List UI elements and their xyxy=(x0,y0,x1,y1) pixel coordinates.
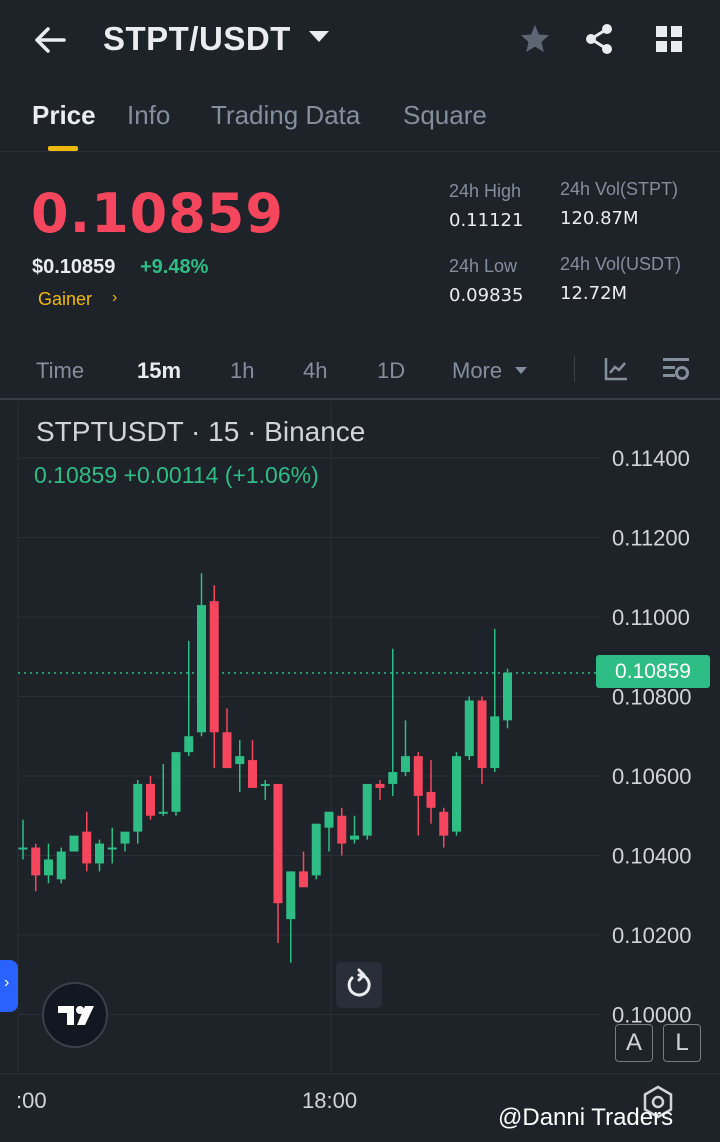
time-axis-label: 18:00 xyxy=(302,1088,358,1113)
star-icon[interactable] xyxy=(518,22,552,56)
candle-body xyxy=(248,760,257,788)
candle-body xyxy=(311,823,321,876)
interval-1d[interactable]: 1D xyxy=(377,358,406,383)
tab-info[interactable]: Info xyxy=(127,100,171,130)
candle-body xyxy=(69,835,79,852)
tab-bar: Price Info Trading Data Square xyxy=(0,92,720,152)
candle-body xyxy=(171,752,181,812)
last-price: 0.10859 xyxy=(31,182,284,245)
grid-icon[interactable] xyxy=(652,22,686,56)
candle-body xyxy=(477,700,487,769)
candle-body xyxy=(146,783,155,816)
candle-body xyxy=(56,851,66,880)
price-axis-label: 0.10200 xyxy=(612,923,692,948)
candle-body xyxy=(273,783,283,904)
stat-vol-base-value: 120.87M xyxy=(560,208,639,229)
auto-scale-button[interactable]: A xyxy=(615,1024,653,1062)
candle-body xyxy=(503,672,512,721)
more-dropdown-icon[interactable] xyxy=(515,367,527,374)
price-axis-label: 0.10400 xyxy=(612,844,692,869)
candle-body xyxy=(82,831,92,864)
tab-square[interactable]: Square xyxy=(403,100,487,130)
candle-body xyxy=(401,756,410,773)
candle-body xyxy=(464,700,474,757)
price-axis-label: 0.11400 xyxy=(612,446,690,471)
candle-body xyxy=(209,601,219,733)
candle-body xyxy=(107,847,117,850)
tab-trading-data[interactable]: Trading Data xyxy=(211,100,361,130)
candle-body xyxy=(375,783,385,788)
candle-body xyxy=(388,772,398,784)
interval-divider xyxy=(574,356,575,382)
candle-body xyxy=(324,811,334,828)
indicator-icon[interactable] xyxy=(603,356,629,382)
chart-settings-icon[interactable] xyxy=(661,354,691,384)
candlestick-chart[interactable]: 0.11400 0.11200 0.11000 0.10800 0.10600 0.104… xyxy=(0,402,720,1142)
candle-body xyxy=(95,843,104,864)
candle-body xyxy=(197,605,206,733)
app-header: STPT/USDT xyxy=(0,0,720,80)
candle-body xyxy=(133,783,143,832)
candle-body xyxy=(490,716,500,769)
candle-body xyxy=(299,871,308,888)
interval-1h[interactable]: 1h xyxy=(230,358,255,383)
log-scale-button[interactable]: L xyxy=(663,1024,701,1062)
interval-more[interactable]: More xyxy=(452,358,503,383)
interval-time[interactable]: Time xyxy=(36,358,85,383)
candle-body xyxy=(362,783,372,836)
chart-symbol-line: STPTUSDT · 15 · Binance xyxy=(36,416,366,447)
price-axis-label: 0.10800 xyxy=(612,685,692,710)
candle-body xyxy=(18,847,28,850)
price-axis-label: 0.11000 xyxy=(612,605,690,630)
stat-high-value: 0.11121 xyxy=(449,210,524,231)
stat-vol-base-label: 24h Vol(STPT) xyxy=(560,179,679,199)
price-axis-label: 0.10000 xyxy=(612,1003,692,1028)
stat-low-label: 24h Low xyxy=(449,256,518,276)
price-axis-label: 0.11200 xyxy=(612,526,690,551)
candle-body xyxy=(184,736,194,753)
candle-body xyxy=(235,756,245,765)
candle-body xyxy=(426,791,436,808)
price-axis-label: 0.10600 xyxy=(612,764,692,789)
change-percent: +9.48% xyxy=(140,256,209,278)
active-tab-indicator xyxy=(48,146,78,151)
gainer-tag[interactable]: Gainer xyxy=(38,289,93,309)
candle-body xyxy=(350,835,359,840)
interval-15m[interactable]: 15m xyxy=(137,358,182,383)
stat-vol-quote-value: 12.72M xyxy=(560,283,628,304)
interval-bar: Time 15m 1h 4h 1D More xyxy=(0,344,720,400)
settings-gear-icon[interactable] xyxy=(640,1084,676,1120)
candle-body xyxy=(44,859,53,876)
usd-price: $0.10859 xyxy=(32,256,116,278)
chart-ohlc-line: 0.10859 +0.00114 (+1.06%) xyxy=(34,462,319,488)
tradingview-logo-icon[interactable] xyxy=(42,982,108,1048)
gainer-chevron-icon[interactable]: › xyxy=(112,289,118,306)
pair-dropdown-icon[interactable] xyxy=(309,31,329,42)
interval-4h[interactable]: 4h xyxy=(303,358,328,383)
candle-body xyxy=(439,811,449,836)
expand-panel-icon[interactable]: › xyxy=(0,960,18,1012)
share-icon[interactable] xyxy=(582,22,616,56)
time-axis-label: :00 xyxy=(16,1088,47,1113)
stat-vol-quote-label: 24h Vol(USDT) xyxy=(560,254,682,274)
stat-low-value: 0.09835 xyxy=(449,285,524,306)
candle-body xyxy=(286,871,296,920)
candle-body xyxy=(337,815,347,844)
candle-body xyxy=(31,847,41,876)
tab-price[interactable]: Price xyxy=(32,100,96,130)
candle-body xyxy=(260,783,270,786)
candle-body xyxy=(452,756,461,832)
back-arrow-icon[interactable] xyxy=(32,22,68,58)
reset-chart-icon[interactable] xyxy=(336,962,382,1008)
stat-high-label: 24h High xyxy=(449,181,522,201)
watermark: @Danni Traders xyxy=(498,1104,674,1131)
candle-body xyxy=(120,831,130,844)
candle-body xyxy=(413,756,423,796)
pair-title[interactable]: STPT/USDT xyxy=(103,20,291,57)
last-price-axis-tag: 0.10859 xyxy=(596,655,710,688)
candle-body xyxy=(158,811,168,814)
candle-body xyxy=(222,732,232,769)
